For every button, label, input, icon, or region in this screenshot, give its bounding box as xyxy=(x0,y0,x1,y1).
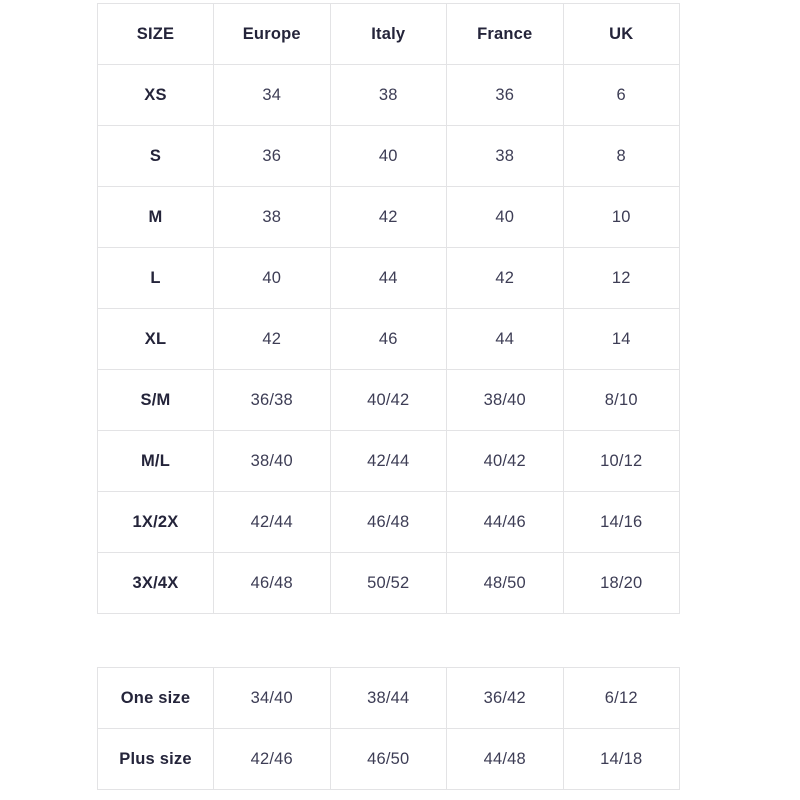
cell-italy: 38/44 xyxy=(329,667,447,729)
cell-uk: 10 xyxy=(562,186,680,248)
standard-size-conversion-table: SIZE Europe Italy France UK XS 34 38 36 … xyxy=(97,3,680,614)
cell-italy: 40/42 xyxy=(329,369,447,431)
table-row: S 36 40 38 8 xyxy=(97,125,680,187)
row-label-l: L xyxy=(97,247,214,309)
cell-uk: 8 xyxy=(562,125,680,187)
cell-uk: 18/20 xyxy=(562,552,680,614)
row-label-m-l: M/L xyxy=(97,430,214,492)
cell-uk: 14 xyxy=(562,308,680,370)
cell-europe: 36 xyxy=(213,125,331,187)
header-row: SIZE Europe Italy France UK xyxy=(97,3,680,65)
cell-france: 44/48 xyxy=(446,728,564,790)
column-header-uk: UK xyxy=(562,3,680,65)
cell-europe: 42/44 xyxy=(213,491,331,553)
row-label-xl: XL xyxy=(97,308,214,370)
table-row: Plus size 42/46 46/50 44/48 14/18 xyxy=(97,728,680,790)
cell-france: 44/46 xyxy=(446,491,564,553)
cell-france: 38/40 xyxy=(446,369,564,431)
row-label-one-size: One size xyxy=(97,667,214,729)
table-row: XL 42 46 44 14 xyxy=(97,308,680,370)
table-row: One size 34/40 38/44 36/42 6/12 xyxy=(97,667,680,729)
cell-italy: 38 xyxy=(329,64,447,126)
column-header-italy: Italy xyxy=(329,3,447,65)
cell-uk: 6 xyxy=(562,64,680,126)
cell-france: 36 xyxy=(446,64,564,126)
table-row: S/M 36/38 40/42 38/40 8/10 xyxy=(97,369,680,431)
cell-europe: 34 xyxy=(213,64,331,126)
table-row: L 40 44 42 12 xyxy=(97,247,680,309)
cell-italy: 42 xyxy=(329,186,447,248)
cell-europe: 40 xyxy=(213,247,331,309)
cell-italy: 44 xyxy=(329,247,447,309)
cell-europe: 38 xyxy=(213,186,331,248)
row-label-1x-2x: 1X/2X xyxy=(97,491,214,553)
table-body: One size 34/40 38/44 36/42 6/12 Plus siz… xyxy=(97,667,680,790)
table-row: M/L 38/40 42/44 40/42 10/12 xyxy=(97,430,680,492)
cell-italy: 46/50 xyxy=(329,728,447,790)
cell-uk: 8/10 xyxy=(562,369,680,431)
cell-europe: 42 xyxy=(213,308,331,370)
cell-europe: 38/40 xyxy=(213,430,331,492)
one-size-plus-size-table: One size 34/40 38/44 36/42 6/12 Plus siz… xyxy=(97,667,680,790)
cell-europe: 46/48 xyxy=(213,552,331,614)
column-header-europe: Europe xyxy=(213,3,331,65)
cell-italy: 46 xyxy=(329,308,447,370)
cell-france: 36/42 xyxy=(446,667,564,729)
cell-uk: 6/12 xyxy=(562,667,680,729)
cell-france: 48/50 xyxy=(446,552,564,614)
table-header: SIZE Europe Italy France UK xyxy=(97,3,680,65)
cell-italy: 50/52 xyxy=(329,552,447,614)
column-header-size: SIZE xyxy=(97,3,214,65)
row-label-m: M xyxy=(97,186,214,248)
cell-uk: 10/12 xyxy=(562,430,680,492)
cell-europe: 36/38 xyxy=(213,369,331,431)
table-row: M 38 42 40 10 xyxy=(97,186,680,248)
row-label-3x-4x: 3X/4X xyxy=(97,552,214,614)
cell-italy: 42/44 xyxy=(329,430,447,492)
table-row: 1X/2X 42/44 46/48 44/46 14/16 xyxy=(97,491,680,553)
cell-europe: 34/40 xyxy=(213,667,331,729)
cell-italy: 40 xyxy=(329,125,447,187)
cell-italy: 46/48 xyxy=(329,491,447,553)
table-body: XS 34 38 36 6 S 36 40 38 8 M 38 42 40 10 xyxy=(97,64,680,614)
row-label-xs: XS xyxy=(97,64,214,126)
row-label-s-m: S/M xyxy=(97,369,214,431)
cell-france: 40 xyxy=(446,186,564,248)
cell-france: 42 xyxy=(446,247,564,309)
cell-uk: 14/16 xyxy=(562,491,680,553)
cell-france: 44 xyxy=(446,308,564,370)
cell-uk: 14/18 xyxy=(562,728,680,790)
cell-europe: 42/46 xyxy=(213,728,331,790)
table-row: XS 34 38 36 6 xyxy=(97,64,680,126)
table-row: 3X/4X 46/48 50/52 48/50 18/20 xyxy=(97,552,680,614)
cell-france: 40/42 xyxy=(446,430,564,492)
column-header-france: France xyxy=(446,3,564,65)
row-label-plus-size: Plus size xyxy=(97,728,214,790)
cell-france: 38 xyxy=(446,125,564,187)
row-label-s: S xyxy=(97,125,214,187)
cell-uk: 12 xyxy=(562,247,680,309)
